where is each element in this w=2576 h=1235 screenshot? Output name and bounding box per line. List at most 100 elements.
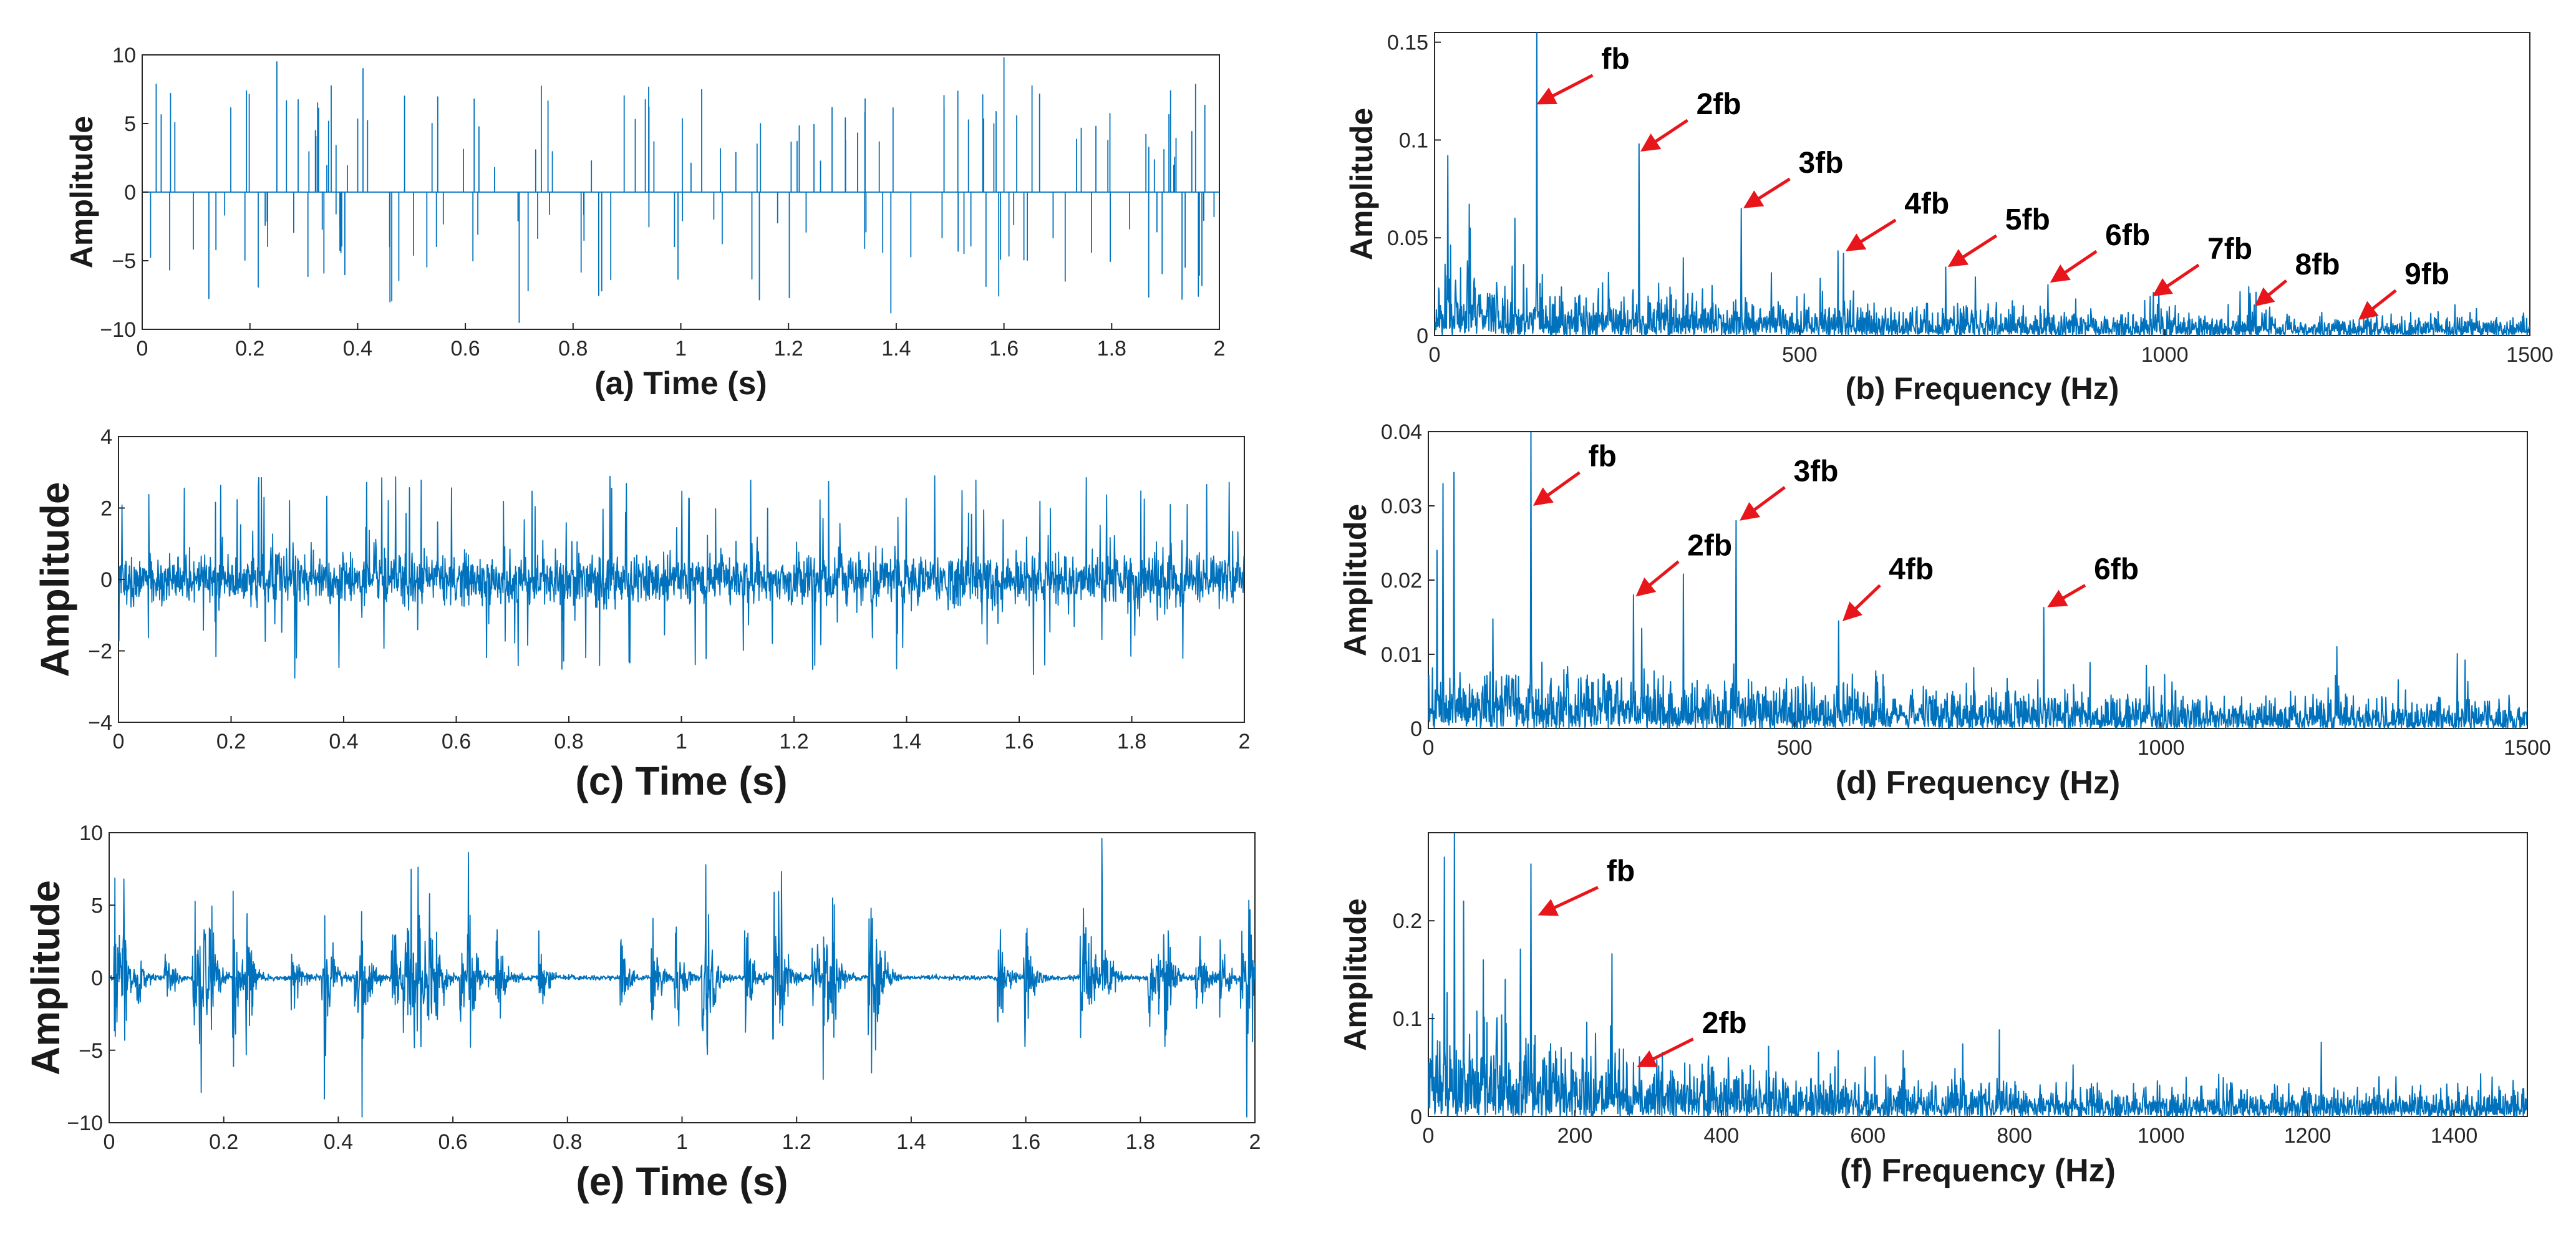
x-tick-label-e-9: 1.8 (1126, 1130, 1155, 1154)
y-tick-label-c-2: 0 (100, 568, 112, 592)
panel-f: 0 200 400 600 800 1000 1200 1400 0 0.1 0.2 (f) Freq… (1338, 832, 2528, 1189)
y-tick-label-a-0: −10 (100, 318, 136, 342)
plot-area-b (1434, 32, 2530, 336)
signal-line-b (1435, 32, 2530, 336)
harmonic-label-d-0: fb (1589, 440, 1617, 473)
y-tick-label-d-1: 0.01 (1381, 643, 1422, 667)
x-axis-label-d: (d) Frequency (Hz) (1836, 765, 2120, 801)
x-tick-label-e-1: 0.2 (209, 1130, 238, 1154)
y-tick-label-d-4: 0.04 (1381, 420, 1422, 444)
y-axis-label-f: Amplitude (1338, 898, 1373, 1050)
y-tick-label-e-1: −5 (79, 1039, 103, 1063)
x-tick-label-c-3: 0.6 (442, 730, 471, 753)
signal-line-e (109, 838, 1255, 1118)
y-tick-label-b-2: 0.1 (1399, 128, 1428, 152)
x-tick-label-f-0: 0 (1423, 1124, 1435, 1148)
x-tick-label-f-3: 600 (1850, 1124, 1886, 1148)
x-tick-label-c-6: 1.2 (779, 730, 808, 753)
harmonic-label-d-1: 2fb (1687, 529, 1732, 562)
harmonic-arrow-b-7 (2254, 279, 2288, 307)
y-axis-label-a: Amplitude (64, 116, 99, 268)
x-tick-label-e-4: 0.8 (553, 1130, 582, 1154)
x-tick-label-a-0: 0 (137, 337, 148, 361)
y-axis-label-b: Amplitude (1344, 108, 1379, 260)
harmonic-label-b-8: 9fb (2404, 258, 2449, 291)
harmonic-label-b-5: 6fb (2105, 219, 2150, 252)
harmonic-label-f-0: fb (1607, 855, 1635, 888)
harmonic-arrow-b-3 (1845, 218, 1897, 251)
x-tick-label-d-2: 1000 (2138, 736, 2185, 760)
x-axis-label-e: (e) Time (s) (576, 1159, 788, 1204)
harmonic-label-b-0: fb (1601, 43, 1629, 76)
x-tick-label-e-8: 1.6 (1011, 1130, 1040, 1154)
harmonic-arrow-b-5 (2050, 249, 2098, 283)
y-tick-label-c-3: 2 (100, 497, 112, 521)
x-axis-label-a: (a) Time (s) (594, 366, 767, 402)
x-tick-label-c-10: 2 (1239, 730, 1251, 753)
panel-c: 0 0.2 0.4 0.6 0.8 1 1.2 1.4 1.6 1.8 2 −4 −2 0 2 4 (c) Ti… (32, 425, 1250, 803)
y-tick-label-c-1: −2 (88, 640, 112, 664)
y-tick-label-a-4: 10 (112, 44, 136, 67)
y-tick-label-c-4: 4 (100, 425, 112, 449)
harmonic-arrow-d-1 (1635, 560, 1680, 597)
x-tick-label-a-2: 0.4 (343, 337, 372, 361)
x-tick-label-e-7: 1.4 (896, 1130, 926, 1154)
harmonic-label-b-6: 7fb (2207, 233, 2252, 266)
x-tick-label-b-0: 0 (1429, 343, 1441, 367)
harmonic-arrow-d-2 (1740, 486, 1786, 521)
harmonic-label-d-4: 6fb (2094, 553, 2139, 586)
y-tick-label-a-2: 0 (124, 181, 136, 205)
x-tick-label-d-0: 0 (1423, 736, 1435, 760)
signal-line-d (1428, 432, 2527, 729)
y-tick-label-e-4: 10 (79, 821, 103, 845)
harmonic-arrow-f-1 (1637, 1037, 1694, 1067)
y-tick-label-a-3: 5 (124, 112, 136, 136)
x-tick-label-a-1: 0.2 (235, 337, 264, 361)
y-tick-label-b-1: 0.05 (1387, 226, 1428, 250)
harmonic-label-d-3: 4fb (1889, 553, 1934, 586)
x-tick-label-e-5: 1 (676, 1130, 688, 1154)
panel-b: 0 500 1000 1500 0 0.05 0.1 0.15 (b) Frequency (H… (1344, 31, 2554, 406)
x-tick-label-f-1: 200 (1557, 1124, 1593, 1148)
x-tick-label-c-5: 1 (675, 730, 687, 753)
y-tick-label-f-0: 0 (1410, 1105, 1422, 1129)
harmonic-arrow-b-1 (1640, 119, 1688, 152)
x-tick-label-e-6: 1.2 (782, 1130, 811, 1154)
y-tick-label-d-3: 0.03 (1381, 495, 1422, 518)
x-tick-label-e-3: 0.6 (438, 1130, 467, 1154)
x-tick-label-c-2: 0.4 (329, 730, 358, 753)
x-tick-label-d-3: 1500 (2504, 736, 2551, 760)
x-axis-label-f: (f) Frequency (Hz) (1840, 1153, 2116, 1189)
x-tick-label-b-2: 1000 (2141, 343, 2189, 367)
y-tick-label-d-0: 0 (1410, 717, 1422, 741)
harmonic-arrow-b-4 (1947, 234, 1998, 267)
x-tick-label-c-4: 0.8 (554, 730, 583, 753)
x-tick-label-e-0: 0 (104, 1130, 115, 1154)
x-tick-label-c-7: 1.4 (892, 730, 921, 753)
x-tick-label-b-3: 1500 (2506, 343, 2554, 367)
y-tick-label-a-1: −5 (112, 249, 136, 273)
x-tick-label-f-4: 800 (1997, 1124, 2032, 1148)
harmonic-arrow-f-0 (1537, 886, 1599, 916)
x-tick-label-f-7: 1400 (2431, 1124, 2478, 1148)
y-axis-label-d: Amplitude (1338, 504, 1373, 656)
y-axis-label-c: Amplitude (32, 482, 77, 677)
signal-line-f (1428, 833, 2527, 1116)
x-tick-label-d-1: 500 (1777, 736, 1813, 760)
harmonic-arrow-d-3 (1842, 584, 1881, 621)
x-tick-label-c-8: 1.6 (1004, 730, 1034, 753)
y-tick-label-b-0: 0 (1416, 324, 1428, 348)
signal-line-a (142, 57, 1219, 323)
harmonic-label-b-4: 5fb (2005, 203, 2050, 236)
x-tick-label-f-5: 1000 (2138, 1124, 2185, 1148)
x-tick-label-e-2: 0.4 (324, 1130, 353, 1154)
x-tick-label-b-1: 500 (1782, 343, 1818, 367)
harmonic-label-b-2: 3fb (1798, 147, 1843, 180)
harmonic-label-b-7: 8fb (2295, 248, 2340, 281)
y-axis-label-e: Amplitude (23, 880, 68, 1075)
x-tick-label-a-10: 2 (1214, 337, 1226, 361)
y-tick-label-f-1: 0.1 (1393, 1007, 1422, 1031)
x-tick-label-e-10: 2 (1249, 1130, 1261, 1154)
x-tick-label-a-4: 0.8 (558, 337, 588, 361)
